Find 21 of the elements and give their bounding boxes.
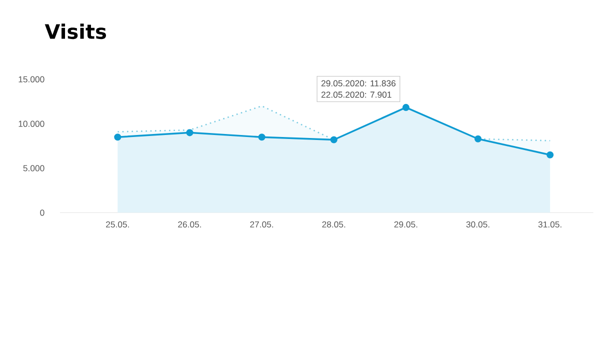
y-tick-label: 15.000 <box>18 76 44 82</box>
x-tick-label: 29.05. <box>394 221 418 228</box>
point <box>258 134 266 141</box>
x-tick-label: 30.05. <box>466 221 490 228</box>
point <box>546 151 554 158</box>
y-tick-label: 10.000 <box>18 120 44 127</box>
point <box>474 135 482 142</box>
x-tick-label: 27.05. <box>250 221 274 228</box>
x-tick-label: 25.05. <box>106 221 129 228</box>
x-tick-label: 26.05. <box>178 221 201 228</box>
x-tick-label: 31.05. <box>538 221 562 228</box>
point <box>114 134 122 141</box>
point <box>402 104 410 111</box>
annotation: 29.05.2020: 11.836 <box>321 80 396 86</box>
y-tick-label: 5.000 <box>23 165 44 172</box>
point <box>186 129 194 136</box>
chart-title: Visits <box>44 24 106 40</box>
y-tick-label: 0 <box>40 210 44 216</box>
point <box>330 136 338 144</box>
x-tick-label: 28.05. <box>322 221 346 228</box>
annotation: 22.05.2020: 7.901 <box>321 92 392 98</box>
